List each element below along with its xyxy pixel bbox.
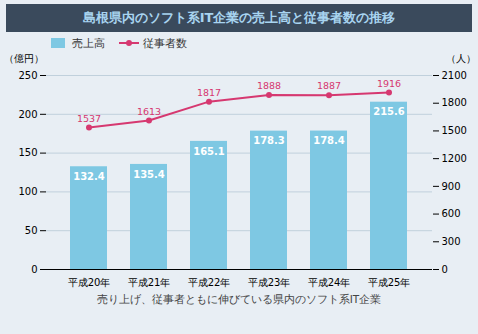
svg-text:平成20年: 平成20年 bbox=[68, 277, 111, 288]
svg-text:1200: 1200 bbox=[442, 153, 467, 164]
svg-text:165.1: 165.1 bbox=[193, 146, 225, 157]
html-text:売り上げ、従事者ともに伸びている県内のソフト系IT企業: 売り上げ、従事者ともに伸びている県内のソフト系IT企業 bbox=[96, 293, 382, 305]
svg-text:1537: 1537 bbox=[77, 113, 101, 124]
svg-text:200: 200 bbox=[18, 109, 37, 120]
svg-text:178.4: 178.4 bbox=[313, 135, 345, 146]
svg-text:1613: 1613 bbox=[137, 106, 161, 117]
svg-text:0: 0 bbox=[31, 264, 37, 275]
svg-text:1800: 1800 bbox=[442, 97, 467, 108]
svg-text:215.6: 215.6 bbox=[373, 106, 405, 117]
svg-text:1888: 1888 bbox=[257, 80, 281, 91]
svg-text:600: 600 bbox=[442, 208, 461, 219]
svg-text:178.3: 178.3 bbox=[253, 135, 285, 146]
svg-text:100: 100 bbox=[18, 186, 37, 197]
svg-text:（人）: （人） bbox=[446, 53, 476, 64]
svg-text:0: 0 bbox=[442, 264, 448, 275]
svg-text:50: 50 bbox=[25, 225, 38, 236]
svg-text:135.4: 135.4 bbox=[133, 169, 165, 180]
html-text:売上高: 売上高 bbox=[72, 36, 105, 50]
svg-text:250: 250 bbox=[18, 70, 37, 81]
svg-text:150: 150 bbox=[18, 147, 37, 158]
svg-text:1887: 1887 bbox=[317, 80, 341, 91]
svg-text:900: 900 bbox=[442, 181, 461, 192]
svg-text:132.4: 132.4 bbox=[73, 171, 105, 182]
svg-text:2100: 2100 bbox=[442, 70, 467, 81]
svg-text:（億円）: （億円） bbox=[4, 53, 44, 64]
svg-text:平成24年: 平成24年 bbox=[308, 277, 351, 288]
svg-text:平成25年: 平成25年 bbox=[368, 277, 411, 288]
html-text:従事者数: 従事者数 bbox=[143, 36, 187, 50]
html-text:島根県内のソフト系IT企業の売上高と従事者数の推移: 島根県内のソフト系IT企業の売上高と従事者数の推移 bbox=[82, 10, 396, 25]
svg-text:1916: 1916 bbox=[377, 78, 401, 89]
svg-text:300: 300 bbox=[442, 236, 461, 247]
svg-text:平成22年: 平成22年 bbox=[188, 277, 231, 288]
svg-text:平成21年: 平成21年 bbox=[128, 277, 171, 288]
svg-text:1500: 1500 bbox=[442, 125, 467, 136]
svg-text:平成23年: 平成23年 bbox=[248, 277, 291, 288]
svg-text:1817: 1817 bbox=[197, 87, 221, 98]
